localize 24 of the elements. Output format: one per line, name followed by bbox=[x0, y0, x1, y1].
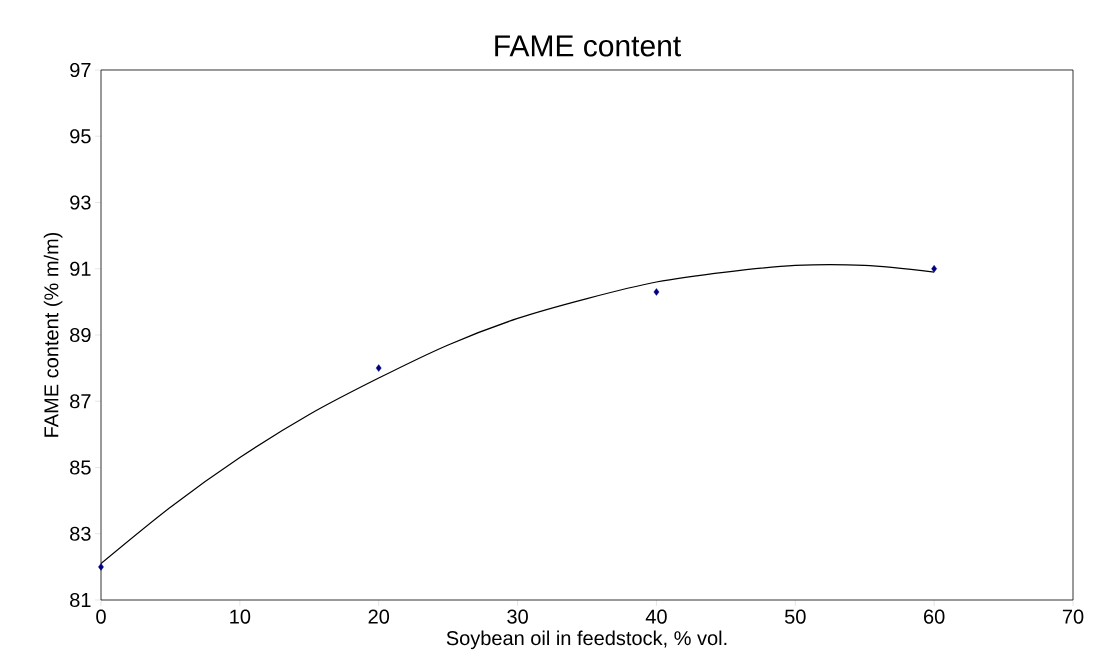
chart-title: FAME content bbox=[495, 35, 681, 57]
x-tick-label: 60 bbox=[924, 609, 945, 624]
x-tick-label: 20 bbox=[368, 609, 390, 624]
y-axis-title: FAME content (% m/m) bbox=[43, 232, 63, 437]
y-tick-label: 85 bbox=[70, 460, 91, 475]
y-tick-label: 81 bbox=[70, 592, 91, 608]
x-tick-label: 30 bbox=[507, 609, 528, 624]
x-tick-label: 10 bbox=[230, 609, 251, 624]
y-tick-label: 93 bbox=[70, 195, 91, 210]
y-tick-label: 91 bbox=[70, 261, 91, 276]
y-tick-label: 97 bbox=[70, 62, 91, 78]
x-tick-label: 40 bbox=[645, 609, 667, 624]
point bbox=[931, 265, 937, 273]
x-tick-label: 0 bbox=[96, 609, 106, 624]
x-tick-label: 50 bbox=[784, 609, 806, 624]
x-axis-title: Soybean oil in feedstock, % vol. bbox=[446, 630, 727, 650]
y-tick-label: 95 bbox=[70, 129, 91, 144]
y-tick-label: 83 bbox=[70, 526, 91, 541]
x-tick-label: 70 bbox=[1062, 609, 1084, 624]
y-tick-label: 87 bbox=[70, 394, 91, 409]
point bbox=[98, 563, 104, 571]
y-tick-label: 89 bbox=[70, 327, 91, 343]
point bbox=[375, 364, 382, 372]
point bbox=[653, 288, 660, 296]
